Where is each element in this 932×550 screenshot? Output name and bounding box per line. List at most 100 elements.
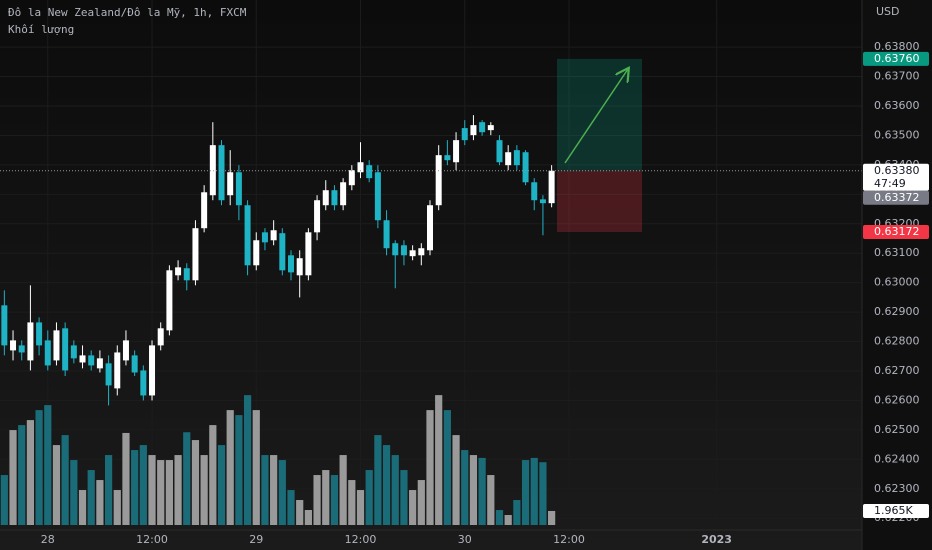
candle-body	[331, 190, 338, 206]
volume-bar	[391, 455, 399, 525]
candle-body	[539, 199, 546, 204]
candle-body	[166, 270, 173, 331]
candle-body	[366, 165, 373, 179]
volume-badge	[863, 503, 929, 518]
volume-bar	[330, 475, 339, 525]
candle-body	[227, 172, 234, 196]
volume-bar	[174, 455, 182, 525]
price-badge	[863, 190, 929, 205]
volume-bar	[35, 410, 43, 525]
candle-body	[183, 268, 190, 281]
candle-body	[340, 182, 347, 206]
volume-bar	[322, 470, 330, 525]
candle-body	[122, 340, 129, 361]
stop-label: 0.63172	[874, 225, 920, 238]
candle-body	[131, 355, 138, 373]
volume-bar	[226, 410, 234, 525]
candle-body	[548, 170, 555, 204]
candle-body	[36, 322, 43, 346]
current-price-label: 0.63380	[874, 164, 920, 177]
y-tick-label: 0.62900	[874, 305, 920, 318]
candle-body	[531, 182, 538, 201]
candle-body	[1, 305, 8, 346]
volume-bar	[70, 460, 78, 525]
volume-bar	[452, 435, 460, 525]
volume-bar	[313, 475, 321, 525]
price-badge-label: 0.63372	[874, 191, 920, 204]
candle-body	[522, 152, 529, 183]
volume-bar	[548, 510, 556, 525]
candle-body	[79, 355, 86, 363]
volume-bar	[400, 470, 408, 525]
candle-body	[253, 240, 260, 266]
candle-body	[505, 152, 512, 166]
candle-body	[409, 250, 416, 257]
volume-badge-label: 1.965K	[874, 504, 913, 517]
candle-body	[392, 243, 399, 256]
volume-bar	[469, 455, 478, 525]
target-label: 0.63760	[874, 52, 920, 65]
candle-body	[44, 340, 51, 366]
x-tick-label: 29	[249, 533, 263, 546]
candle-body	[400, 245, 407, 256]
volume-bar	[513, 500, 521, 525]
volume-bar	[461, 450, 469, 525]
y-tick-label: 0.63000	[874, 276, 920, 289]
candle-body	[175, 267, 182, 276]
x-tick-label: 30	[458, 533, 472, 546]
volume-bar	[243, 395, 252, 525]
volume-bar	[278, 460, 286, 525]
y-tick-label: 0.62600	[874, 393, 920, 406]
x-tick-label: 12:00	[345, 533, 377, 546]
candle-body	[201, 192, 208, 229]
volume-bar	[61, 435, 69, 525]
volume-bar	[504, 515, 512, 525]
candle-body	[157, 328, 164, 346]
volume-bar	[44, 405, 52, 525]
candle-body	[288, 255, 295, 273]
current-price-badge	[863, 163, 929, 191]
stop-badge	[863, 225, 929, 240]
volume-bar	[521, 460, 530, 525]
volume-bar	[96, 480, 104, 525]
y-tick-label: 0.62500	[874, 423, 920, 436]
candle-body	[192, 228, 199, 281]
volume-bar	[270, 455, 278, 525]
candle-body	[53, 330, 60, 361]
candle-body	[10, 340, 17, 351]
volume-bar	[478, 457, 486, 525]
volume-bar	[443, 410, 451, 525]
volume-title: Khối lượng	[8, 23, 74, 36]
candle-body	[305, 232, 312, 276]
x-tick-label: 12:00	[136, 533, 168, 546]
volume-bar	[139, 445, 147, 525]
volume-pane	[0, 395, 556, 525]
candle-body	[105, 363, 112, 386]
candle-body	[444, 155, 451, 161]
candle-body	[461, 128, 468, 141]
y-tick-label: 0.62800	[874, 335, 920, 348]
candle-body	[296, 258, 303, 276]
volume-bar	[183, 432, 191, 525]
volume-bar	[426, 410, 434, 525]
candle-body	[70, 345, 77, 359]
position-tool	[557, 58, 642, 233]
volume-bar	[165, 460, 173, 525]
volume-bar	[157, 460, 165, 525]
volume-bar	[122, 432, 130, 525]
currency: USD	[876, 5, 900, 18]
candle-body	[453, 140, 460, 163]
candle-body	[470, 125, 477, 136]
candle-body	[418, 248, 425, 256]
x-tick-label: 12:00	[553, 533, 585, 546]
volume-bar	[209, 425, 217, 525]
volume-bar	[539, 462, 547, 525]
candle-body	[18, 345, 25, 353]
volume-bar	[9, 430, 17, 525]
candle-body	[513, 150, 520, 166]
volume-bar	[365, 470, 373, 525]
volume-bar	[435, 395, 443, 525]
volume-bar	[131, 450, 139, 525]
candle-body	[427, 205, 433, 251]
